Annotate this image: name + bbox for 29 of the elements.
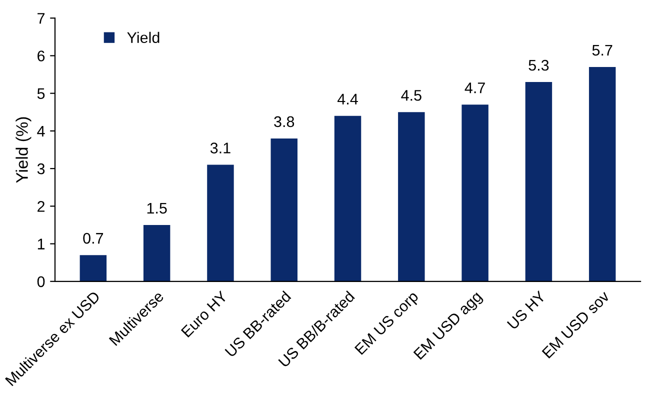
data-label: 1.5 — [147, 202, 167, 214]
data-label: 4.5 — [401, 90, 422, 101]
bar — [207, 164, 234, 282]
legend-label: Yield — [127, 32, 160, 44]
data-label: 0.7 — [83, 232, 104, 244]
y-tick-label: 0 — [37, 276, 45, 288]
data-label: 3.8 — [274, 116, 294, 128]
data-label: 5.7 — [592, 44, 612, 56]
y-tick-label: 7 — [38, 13, 45, 24]
bar — [143, 224, 170, 282]
bar — [588, 66, 616, 282]
y-tick-label: 5 — [37, 88, 45, 100]
bar — [398, 112, 425, 282]
y-axis-title: Yield (%) — [16, 117, 32, 183]
data-label: 4.7 — [464, 82, 485, 94]
x-tick-label: US HY — [506, 290, 546, 330]
y-tick-label: 1 — [38, 238, 45, 250]
data-label: 5.3 — [528, 60, 549, 71]
bar — [80, 255, 107, 282]
y-tick-label: 4 — [37, 126, 45, 136]
data-label: 4.4 — [337, 94, 358, 104]
bar — [334, 116, 362, 282]
bar — [462, 104, 488, 282]
y-tick-label: 6 — [38, 50, 45, 62]
y-tick-label: 3 — [37, 163, 45, 174]
bar — [270, 138, 298, 282]
y-tick-label: 2 — [38, 201, 45, 212]
bar — [525, 82, 552, 282]
data-label: 3.1 — [210, 142, 230, 154]
